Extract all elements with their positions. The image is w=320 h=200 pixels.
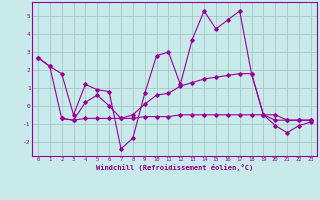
X-axis label: Windchill (Refroidissement éolien,°C): Windchill (Refroidissement éolien,°C) [96, 164, 253, 171]
